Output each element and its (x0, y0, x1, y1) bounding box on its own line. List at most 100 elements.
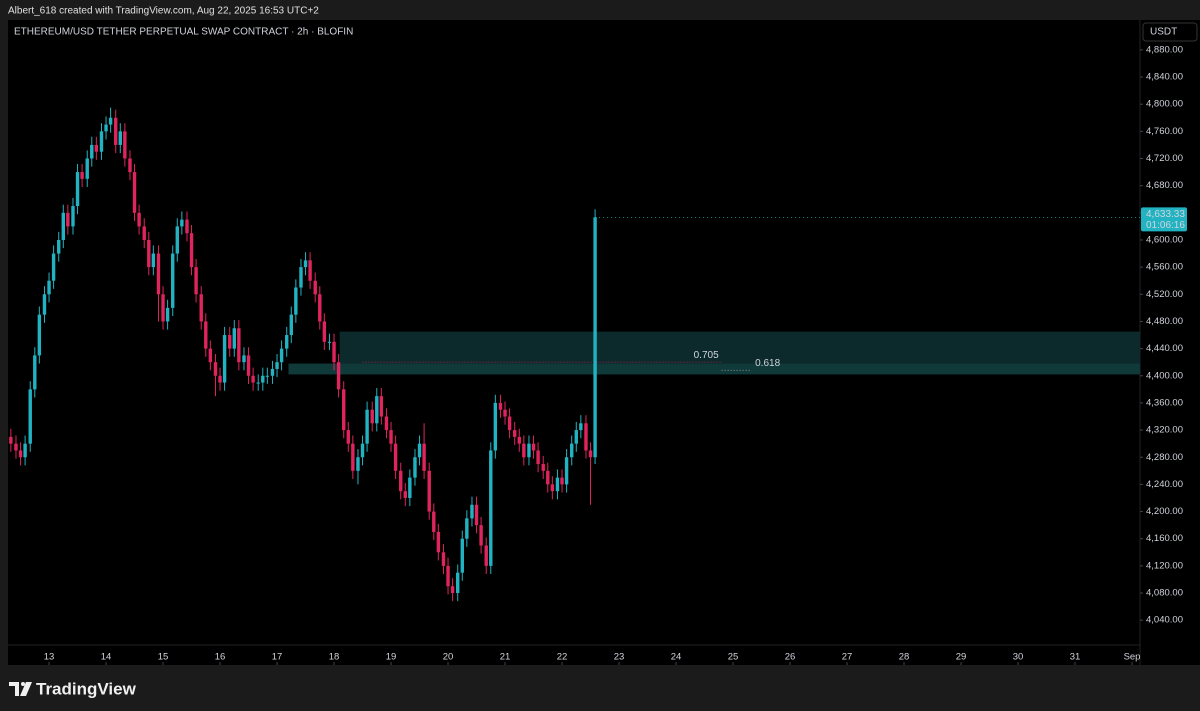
candle-body (14, 443, 18, 451)
candle-body (285, 335, 289, 349)
candle-body (261, 375, 265, 383)
candle-body (489, 450, 493, 566)
candle-body (270, 368, 275, 376)
y-tick-label: 4,600.00 (1146, 234, 1183, 245)
y-tick-label: 4,240.00 (1146, 479, 1183, 490)
candle-body (108, 117, 113, 125)
candle-body (185, 219, 189, 234)
x-tick-label: 24 (671, 652, 682, 663)
candle-body (460, 538, 464, 573)
candle-body (593, 217, 597, 458)
candle-body (427, 470, 431, 512)
candle-body (85, 158, 89, 179)
y-tick-label: 4,840.00 (1146, 72, 1183, 83)
currency-label[interactable]: USDT (1150, 27, 1177, 38)
candle-body (66, 212, 70, 227)
y-tick-label: 4,760.00 (1146, 126, 1183, 137)
candle-body (465, 518, 469, 539)
candle-body (242, 355, 246, 363)
y-tick-label: 4,200.00 (1146, 506, 1183, 517)
x-tick-label: 16 (215, 652, 226, 663)
candle-body (384, 416, 389, 431)
y-tick-label: 4,560.00 (1146, 262, 1183, 273)
candle-body (171, 253, 175, 308)
candle-body (279, 348, 284, 363)
x-tick-label: 28 (899, 652, 910, 663)
candle-body (251, 375, 255, 383)
candle-body (408, 477, 412, 498)
candle-body (180, 219, 184, 227)
candle-body (441, 552, 446, 566)
candle-body (584, 423, 588, 451)
candle-body (493, 402, 498, 451)
candle-body (18, 450, 23, 458)
candle-body (527, 443, 531, 458)
y-tick-label: 4,080.00 (1146, 588, 1183, 599)
y-tick-label: 4,480.00 (1146, 316, 1183, 327)
zone (339, 331, 1140, 364)
candle-body (507, 416, 512, 431)
x-tick-label: 19 (386, 652, 397, 663)
x-tick-label: 26 (785, 652, 796, 663)
candle-body (303, 260, 308, 268)
candle-body (342, 389, 346, 431)
candle-body (560, 477, 564, 485)
candle-body (90, 144, 94, 159)
candle-body (365, 409, 369, 444)
candle-body (75, 172, 80, 207)
candle-body (71, 206, 75, 227)
y-tick-label: 4,360.00 (1146, 397, 1183, 408)
candle-body (379, 396, 384, 417)
candle-body (213, 362, 218, 376)
x-tick-label: Sep (1124, 652, 1141, 663)
candle-body (570, 443, 574, 458)
candle-body (299, 267, 303, 288)
candle-body (531, 443, 536, 451)
candle-body (432, 511, 436, 532)
candle-body (484, 545, 488, 566)
fib-label: 0.705 (694, 350, 719, 361)
candle-body (23, 443, 27, 458)
candle-body (218, 375, 222, 383)
x-tick-label: 13 (44, 652, 55, 663)
candle-body (37, 314, 42, 356)
candle-body (42, 294, 47, 315)
candle-body (156, 253, 161, 295)
candle-body (417, 443, 422, 458)
x-tick-label: 21 (500, 652, 511, 663)
y-tick-label: 4,120.00 (1146, 560, 1183, 571)
candle-body (57, 239, 61, 254)
candle-body (479, 525, 483, 546)
x-tick-label: 29 (956, 652, 967, 663)
candle-body (222, 335, 227, 383)
candle-body (232, 328, 236, 349)
countdown-label: 01:06:16 (1146, 220, 1185, 231)
candle-body (346, 430, 350, 444)
candle-body (265, 375, 270, 377)
footer-logo: TradingView (36, 679, 137, 698)
candle-body (474, 504, 479, 526)
x-tick-label: 31 (1070, 652, 1081, 663)
candle-body (33, 355, 37, 390)
candle-body (161, 294, 165, 322)
candle-body (322, 321, 327, 342)
candle-body (61, 212, 65, 240)
x-tick-label: 18 (329, 652, 340, 663)
candle-body (104, 124, 108, 132)
candle-body (588, 450, 593, 458)
candle-body (513, 430, 517, 437)
candle-body (128, 158, 132, 173)
candle-body (541, 464, 545, 471)
candle-body (436, 531, 441, 553)
candle-body (275, 362, 279, 369)
candle-body (123, 131, 127, 159)
y-tick-label: 4,680.00 (1146, 180, 1183, 191)
candle-body (289, 314, 293, 336)
candle-body (256, 382, 260, 384)
candle-body (51, 253, 56, 281)
zone (288, 363, 1140, 375)
candle-body (99, 131, 104, 152)
y-tick-label: 4,280.00 (1146, 452, 1183, 463)
y-tick-label: 4,440.00 (1146, 343, 1183, 354)
currency-box[interactable] (1142, 22, 1198, 42)
